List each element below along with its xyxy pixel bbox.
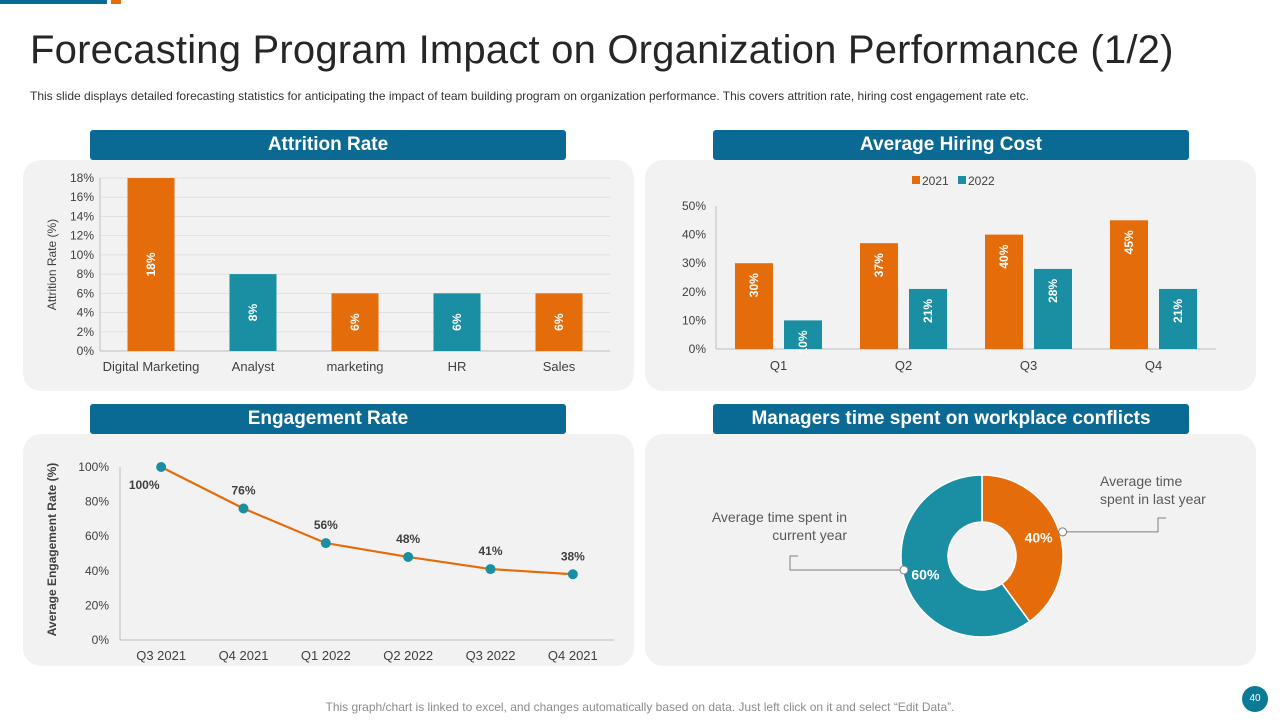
slide-title: Forecasting Program Impact on Organizati…	[30, 28, 1174, 72]
accent-bar-orange	[111, 0, 121, 4]
conflicts-header: Managers time spent on workplace conflic…	[713, 404, 1189, 434]
engagement-panel	[23, 434, 634, 666]
attrition-panel	[23, 160, 634, 391]
hiring-cost-header: Average Hiring Cost	[713, 130, 1189, 160]
slide-subtitle: This slide displays detailed forecasting…	[30, 89, 1029, 103]
footer-note: This graph/chart is linked to excel, and…	[325, 700, 955, 714]
page-number: 40	[1242, 686, 1268, 712]
attrition-header: Attrition Rate	[90, 130, 566, 160]
engagement-header: Engagement Rate	[90, 404, 566, 434]
conflicts-panel	[645, 434, 1256, 666]
hiring-cost-panel	[645, 160, 1256, 391]
accent-bar-blue	[0, 0, 107, 4]
